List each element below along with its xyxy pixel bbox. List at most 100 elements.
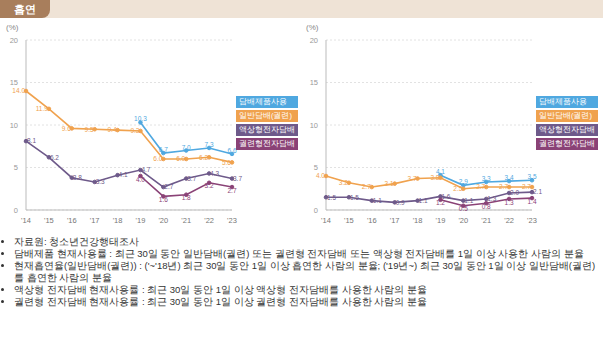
svg-text:1.6: 1.6 [159, 196, 168, 203]
svg-text:'19: '19 [136, 216, 146, 225]
svg-text:20: 20 [10, 36, 18, 45]
svg-text:1.1: 1.1 [373, 197, 382, 204]
svg-text:4.7: 4.7 [141, 166, 150, 173]
svg-text:'15: '15 [44, 216, 54, 225]
svg-text:3.7: 3.7 [408, 175, 417, 182]
svg-text:5.6: 5.6 [222, 159, 231, 166]
svg-text:10.3: 10.3 [134, 115, 147, 122]
svg-text:3.4: 3.4 [505, 174, 514, 181]
svg-text:2.7: 2.7 [227, 187, 236, 194]
svg-text:15: 15 [10, 78, 18, 87]
svg-text:'14: '14 [21, 216, 31, 225]
svg-text:2.7: 2.7 [499, 183, 508, 190]
svg-text:2.5: 2.5 [453, 185, 462, 192]
svg-text:2.7: 2.7 [522, 183, 531, 190]
svg-text:'16: '16 [67, 216, 77, 225]
svg-text:2.7: 2.7 [164, 183, 173, 190]
svg-text:2.7: 2.7 [476, 183, 485, 190]
svg-text:1.1: 1.1 [464, 197, 473, 204]
svg-text:'18: '18 [113, 216, 123, 225]
html-text:액상형전자담배: 액상형전자담배 [539, 125, 595, 134]
svg-text:4.1: 4.1 [119, 171, 128, 178]
svg-text:0: 0 [314, 206, 318, 215]
svg-text:1.8: 1.8 [182, 194, 191, 201]
html-text:담배제품사용: 담배제품사용 [539, 97, 587, 106]
html-text:자료원: 청소년건강행태조사: 자료원: 청소년건강행태조사 [14, 236, 140, 247]
svg-text:3.8: 3.8 [73, 174, 82, 181]
svg-text:'14: '14 [321, 216, 331, 225]
html-text:궐련형전자담배: 궐련형전자담배 [239, 139, 295, 148]
svg-text:'23: '23 [227, 216, 237, 225]
html-text:일반담배(궐련): 일반담배(궐련) [239, 111, 292, 120]
svg-text:7.0: 7.0 [182, 144, 191, 151]
svg-text:10: 10 [10, 121, 18, 130]
html-text:흡연: 흡연 [14, 3, 36, 15]
svg-text:6.0: 6.0 [153, 155, 162, 162]
svg-text:'16: '16 [367, 216, 377, 225]
svg-text:0.9: 0.9 [396, 199, 405, 206]
svg-text:'22: '22 [504, 216, 514, 225]
svg-text:8.1: 8.1 [27, 137, 36, 144]
svg-text:4.0: 4.0 [136, 176, 145, 183]
svg-text:9.3: 9.3 [130, 127, 139, 134]
svg-text:'20: '20 [158, 216, 168, 225]
svg-text:3.3: 3.3 [482, 175, 491, 182]
svg-text:3.2: 3.2 [205, 182, 214, 189]
svg-text:'23: '23 [527, 216, 537, 225]
svg-text:9.5: 9.5 [85, 126, 94, 133]
html-text:액상형전자담배: 액상형전자담배 [239, 125, 295, 134]
svg-text:1.4: 1.4 [527, 198, 536, 205]
svg-text:'15: '15 [344, 216, 354, 225]
svg-text:11.9: 11.9 [36, 105, 49, 112]
svg-text:0.5: 0.5 [459, 205, 468, 212]
html-text:담배제품 현재사용률 : 최근 30일 동안 일반담배(궐련: 담배제품 현재사용률 : 최근 30일 동안 일반담배(궐련) 또는 궐련형 전… [14, 248, 584, 259]
svg-text:6.2: 6.2 [199, 154, 208, 161]
svg-text:4.3: 4.3 [210, 170, 219, 177]
html-text:액상형 전자담배 현재사용률 : 최근 30일 동안 1일: 액상형 전자담배 현재사용률 : 최근 30일 동안 1일 이상 액상형 전자담… [14, 284, 427, 295]
svg-text:6.0: 6.0 [176, 155, 185, 162]
svg-text:2.7: 2.7 [362, 183, 371, 190]
svg-text:3.8: 3.8 [430, 174, 439, 181]
svg-text:0.8: 0.8 [482, 203, 491, 210]
svg-text:9.4: 9.4 [108, 126, 117, 133]
svg-text:1.1: 1.1 [419, 197, 428, 204]
svg-text:'22: '22 [204, 216, 214, 225]
svg-text:15: 15 [310, 78, 318, 87]
svg-text:3.7: 3.7 [187, 175, 196, 182]
svg-text:2.0: 2.0 [510, 189, 519, 196]
svg-text:3.7: 3.7 [233, 175, 242, 182]
svg-text:'19: '19 [436, 216, 446, 225]
svg-text:9.6: 9.6 [62, 125, 71, 132]
svg-text:4.0: 4.0 [316, 172, 325, 179]
svg-text:1.2: 1.2 [436, 199, 445, 206]
svg-text:'17: '17 [390, 216, 400, 225]
svg-text:20: 20 [310, 36, 318, 45]
html-text:궐련형 전자담배 현재사용률 : 최근 30일 동안 1일: 궐련형 전자담배 현재사용률 : 최근 30일 동안 1일 이상 궐련형 전자담… [14, 296, 427, 307]
svg-text:3.2: 3.2 [339, 179, 348, 186]
svg-text:3.3: 3.3 [96, 178, 105, 185]
svg-text:1.5: 1.5 [327, 194, 336, 201]
svg-text:1.3: 1.3 [505, 199, 514, 206]
svg-text:'21: '21 [181, 216, 191, 225]
svg-text:3.5: 3.5 [527, 173, 536, 180]
svg-text:10: 10 [310, 121, 318, 130]
svg-text:5: 5 [314, 163, 318, 172]
svg-text:2.1: 2.1 [533, 188, 542, 195]
html-text:궐련형전자담배: 궐련형전자담배 [539, 139, 595, 148]
svg-text:'20: '20 [458, 216, 468, 225]
svg-text:'17: '17 [90, 216, 100, 225]
svg-text:7.3: 7.3 [205, 141, 214, 148]
svg-text:6.2: 6.2 [50, 154, 59, 161]
html-text:현재흡연율(일반담배(궐련)) : ('~'18년) 최근: 현재흡연율(일반담배(궐련)) : ('~'18년) 최근 30일 동안 1일 … [14, 260, 596, 283]
svg-text:'18: '18 [413, 216, 423, 225]
svg-text:1.3: 1.3 [487, 195, 496, 202]
svg-text:14.0: 14.0 [12, 87, 25, 94]
svg-text:'21: '21 [481, 216, 491, 225]
svg-text:0: 0 [14, 206, 18, 215]
svg-text:1.5: 1.5 [350, 194, 359, 201]
svg-text:5: 5 [14, 163, 18, 172]
svg-text:6.7: 6.7 [159, 146, 168, 153]
html-text:일반담배(궐련): 일반담배(궐련) [539, 111, 592, 120]
html-text:담배제품사용: 담배제품사용 [239, 97, 287, 106]
svg-text:3.1: 3.1 [385, 180, 394, 187]
